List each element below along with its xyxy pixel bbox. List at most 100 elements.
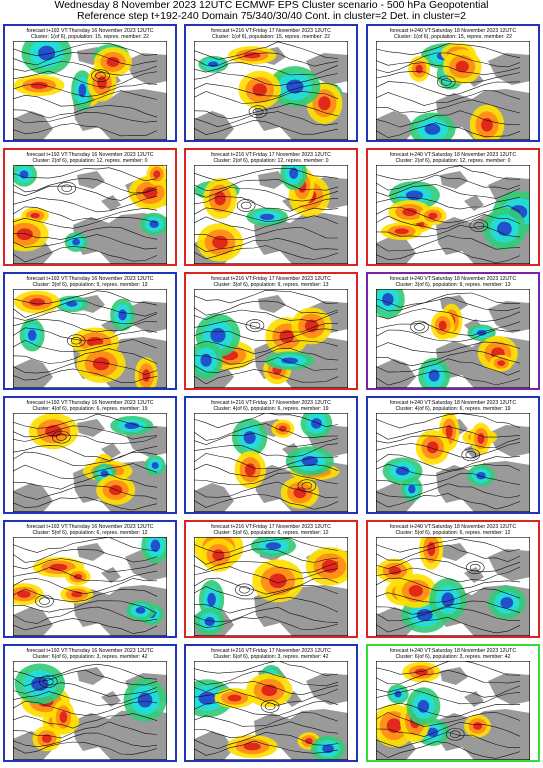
header-subtitle: Reference step t+192-240 Domain 75/340/3… xyxy=(76,10,467,22)
panel-title: forecast t+192 VT:Thursday 16 November 2… xyxy=(5,400,175,412)
panel-cluster-label: Cluster: 6(of 6), population: 3, repres.… xyxy=(213,654,329,660)
panel-forecast-label: forecast t+240 VT:Saturday 18 November 2… xyxy=(389,276,517,282)
anomaly-map-svg xyxy=(194,537,348,636)
panel-title: forecast t+240 VT:Saturday 18 November 2… xyxy=(368,400,538,412)
geopotential-map xyxy=(194,289,348,388)
cluster-panel: forecast t+240 VT:Saturday 18 November 2… xyxy=(366,272,540,390)
panel-cluster-label: Cluster: 1(of 6), population: 15, repres… xyxy=(394,34,512,40)
panel-forecast-label: forecast t+192 VT:Thursday 16 November 2… xyxy=(26,524,154,530)
anomaly-map-svg xyxy=(194,413,348,512)
panel-forecast-label: forecast t+192 VT:Thursday 16 November 2… xyxy=(26,648,154,654)
cluster-panel: forecast t+192 VT:Thursday 16 November 2… xyxy=(3,24,177,142)
anomaly-map-svg xyxy=(13,165,167,264)
geopotential-map xyxy=(376,413,530,512)
panel-cluster-label: Cluster: 3(of 6), population: 9, repres.… xyxy=(213,282,329,288)
panel-forecast-label: forecast t+240 VT:Saturday 18 November 2… xyxy=(389,152,517,158)
panel-cluster-label: Cluster: 1(of 6), population: 15, repres… xyxy=(31,34,149,40)
panel-title: forecast t+216 VT:Friday 17 November 202… xyxy=(186,648,356,660)
panel-forecast-label: forecast t+240 VT:Saturday 18 November 2… xyxy=(389,400,517,406)
panel-forecast-label: forecast t+192 VT:Thursday 16 November 2… xyxy=(26,152,154,158)
cluster-panel: forecast t+240 VT:Saturday 18 November 2… xyxy=(366,520,540,638)
anomaly-map-svg xyxy=(376,165,530,264)
anomaly-map-svg xyxy=(13,661,167,760)
panel-cluster-label: Cluster: 2(of 6), population: 12, repres… xyxy=(213,158,329,164)
panel-cluster-label: Cluster: 3(of 6), population: 9, repres.… xyxy=(32,282,148,288)
panel-title: forecast t+216 VT:Friday 17 November 202… xyxy=(186,524,356,536)
cluster-panel: forecast t+192 VT:Thursday 16 November 2… xyxy=(3,520,177,638)
geopotential-map xyxy=(376,165,530,264)
panel-title: forecast t+192 VT:Thursday 16 November 2… xyxy=(5,648,175,660)
cluster-panel: forecast t+240 VT:Saturday 18 November 2… xyxy=(366,24,540,142)
panel-title: forecast t+192 VT:Thursday 16 November 2… xyxy=(5,524,175,536)
anomaly-map-svg xyxy=(13,413,167,512)
panel-title: forecast t+216 VT:Friday 17 November 202… xyxy=(186,400,356,412)
anomaly-map-svg xyxy=(194,41,348,140)
panel-title: forecast t+240 VT:Saturday 18 November 2… xyxy=(368,648,538,660)
geopotential-map xyxy=(194,661,348,760)
page-header: Wednesday 8 November 2023 12UTC ECMWF EP… xyxy=(0,0,543,22)
panel-title: forecast t+216 VT:Friday 17 November 202… xyxy=(186,276,356,288)
anomaly-map-svg xyxy=(13,41,167,140)
panel-forecast-label: forecast t+216 VT:Friday 17 November 202… xyxy=(211,28,331,34)
cluster-panel: forecast t+216 VT:Friday 17 November 202… xyxy=(184,24,358,142)
panel-forecast-label: forecast t+216 VT:Friday 17 November 202… xyxy=(211,400,331,406)
cluster-panel: forecast t+240 VT:Saturday 18 November 2… xyxy=(366,148,540,266)
geopotential-map xyxy=(194,165,348,264)
cluster-panel: forecast t+192 VT:Thursday 16 November 2… xyxy=(3,396,177,514)
panel-cluster-label: Cluster: 5(of 6), population: 6, repres.… xyxy=(32,530,148,536)
geopotential-map xyxy=(376,537,530,636)
anomaly-map-svg xyxy=(376,41,530,140)
panel-title: forecast t+192 VT:Thursday 16 November 2… xyxy=(5,28,175,40)
panel-forecast-label: forecast t+216 VT:Friday 17 November 202… xyxy=(211,648,331,654)
cluster-panel: forecast t+192 VT:Thursday 16 November 2… xyxy=(3,644,177,762)
cluster-panel: forecast t+216 VT:Friday 17 November 202… xyxy=(184,272,358,390)
geopotential-map xyxy=(194,537,348,636)
panel-title: forecast t+240 VT:Saturday 18 November 2… xyxy=(368,524,538,536)
geopotential-map xyxy=(194,41,348,140)
panel-forecast-label: forecast t+216 VT:Friday 17 November 202… xyxy=(211,524,331,530)
anomaly-map-svg xyxy=(376,661,530,760)
cluster-panel: forecast t+240 VT:Saturday 18 November 2… xyxy=(366,396,540,514)
panel-forecast-label: forecast t+192 VT:Thursday 16 November 2… xyxy=(26,400,154,406)
anomaly-map-svg xyxy=(13,537,167,636)
panel-forecast-label: forecast t+240 VT:Saturday 18 November 2… xyxy=(389,524,517,530)
geopotential-map xyxy=(13,661,167,760)
cluster-panel: forecast t+192 VT:Thursday 16 November 2… xyxy=(3,148,177,266)
panel-cluster-label: Cluster: 4(of 6), population: 6, repres.… xyxy=(32,406,148,412)
geopotential-map xyxy=(376,289,530,388)
panel-cluster-label: Cluster: 6(of 6), population: 3, repres.… xyxy=(32,654,148,660)
panel-forecast-label: forecast t+192 VT:Thursday 16 November 2… xyxy=(26,276,154,282)
geopotential-map xyxy=(13,413,167,512)
panel-forecast-label: forecast t+192 VT:Thursday 16 November 2… xyxy=(26,28,154,34)
panel-forecast-label: forecast t+240 VT:Saturday 18 November 2… xyxy=(389,648,517,654)
panel-cluster-label: Cluster: 1(of 6), population: 15, repres… xyxy=(212,34,330,40)
anomaly-map-svg xyxy=(194,165,348,264)
panel-forecast-label: forecast t+216 VT:Friday 17 November 202… xyxy=(211,152,331,158)
anomaly-map-svg xyxy=(194,661,348,760)
panel-title: forecast t+192 VT:Thursday 16 November 2… xyxy=(5,152,175,164)
panel-title: forecast t+240 VT:Saturday 18 November 2… xyxy=(368,28,538,40)
geopotential-map xyxy=(13,41,167,140)
panel-cluster-label: Cluster: 2(of 6), population: 12, repres… xyxy=(395,158,511,164)
panel-cluster-label: Cluster: 2(of 6), population: 12, repres… xyxy=(32,158,148,164)
anomaly-map-svg xyxy=(376,537,530,636)
panel-title: forecast t+216 VT:Friday 17 November 202… xyxy=(186,152,356,164)
cluster-panel: forecast t+216 VT:Friday 17 November 202… xyxy=(184,396,358,514)
geopotential-map xyxy=(376,41,530,140)
panel-forecast-label: forecast t+216 VT:Friday 17 November 202… xyxy=(211,276,331,282)
geopotential-map xyxy=(13,537,167,636)
panel-title: forecast t+216 VT:Friday 17 November 202… xyxy=(186,28,356,40)
cluster-panel: forecast t+216 VT:Friday 17 November 202… xyxy=(184,644,358,762)
panel-cluster-label: Cluster: 4(of 6), population: 6, repres.… xyxy=(395,406,511,412)
cluster-panel: forecast t+216 VT:Friday 17 November 202… xyxy=(184,148,358,266)
geopotential-map xyxy=(13,289,167,388)
panel-cluster-label: Cluster: 5(of 6), population: 6, repres.… xyxy=(395,530,511,536)
panel-cluster-label: Cluster: 3(of 6), population: 9, repres.… xyxy=(395,282,511,288)
panel-title: forecast t+192 VT:Thursday 16 November 2… xyxy=(5,276,175,288)
cluster-panel: forecast t+192 VT:Thursday 16 November 2… xyxy=(3,272,177,390)
panel-cluster-label: Cluster: 4(of 6), population: 6, repres.… xyxy=(213,406,329,412)
panel-title: forecast t+240 VT:Saturday 18 November 2… xyxy=(368,152,538,164)
panel-title: forecast t+240 VT:Saturday 18 November 2… xyxy=(368,276,538,288)
geopotential-map xyxy=(194,413,348,512)
panel-cluster-label: Cluster: 5(of 6), population: 6, repres.… xyxy=(213,530,329,536)
